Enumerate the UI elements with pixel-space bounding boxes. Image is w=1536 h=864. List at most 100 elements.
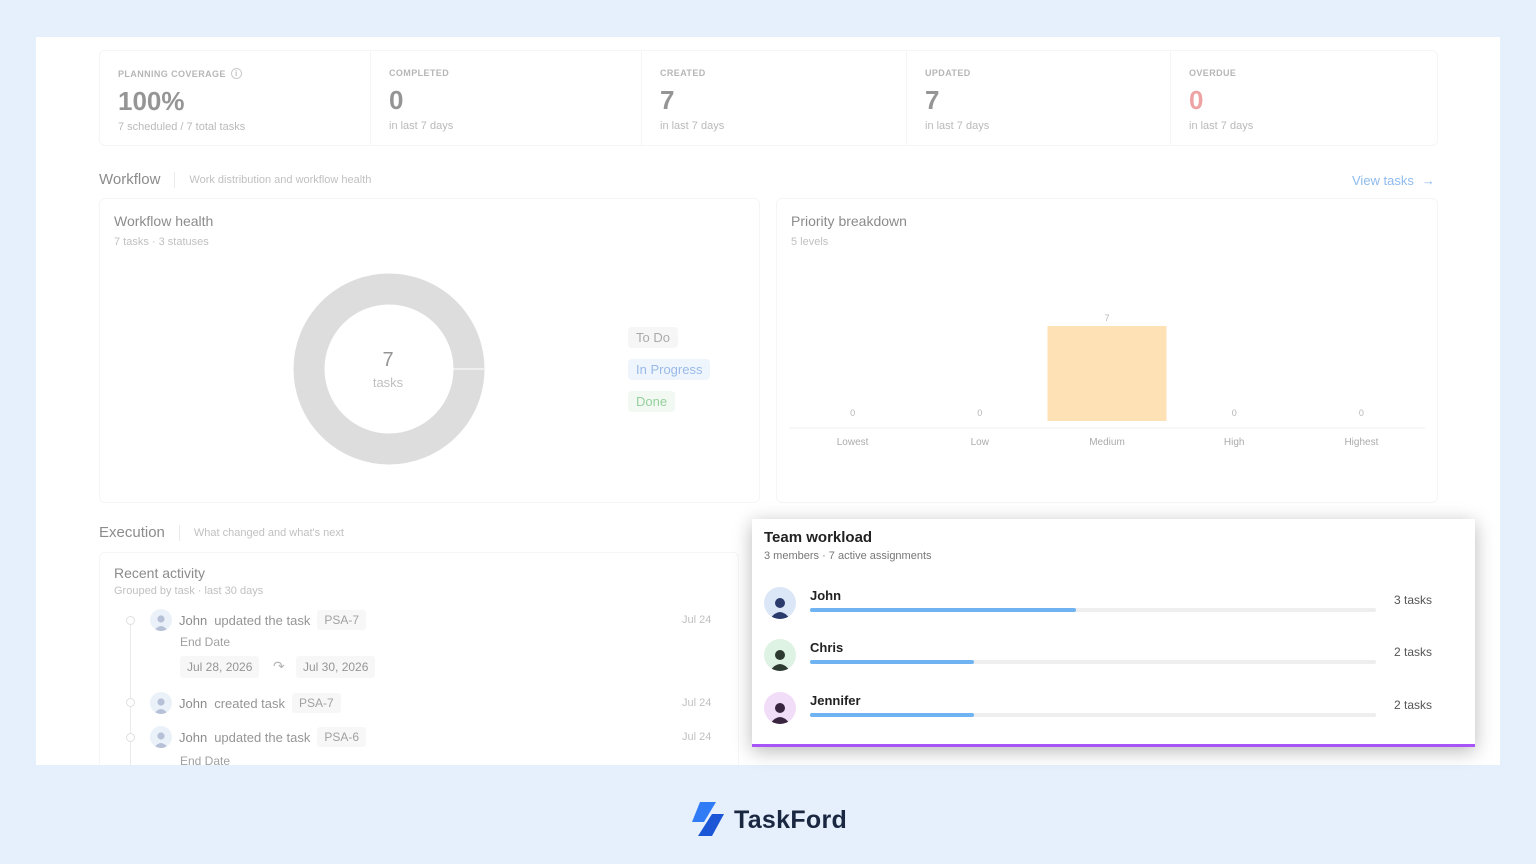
activity-action: updated the task bbox=[214, 729, 311, 745]
stat-label: PLANNING COVERAGE bbox=[118, 68, 226, 79]
stat-planning-coverage: PLANNING COVERAGE i 100% 7 scheduled / 7 … bbox=[100, 51, 371, 145]
activity-date: Jul 24 bbox=[682, 614, 712, 626]
activity-user: John bbox=[179, 612, 208, 628]
workload-bar-fill bbox=[810, 660, 975, 664]
section-desc: What changed and what's next bbox=[193, 526, 344, 539]
info-icon[interactable]: i bbox=[230, 68, 242, 79]
stat-created: CREATED 7 in last 7 days bbox=[642, 51, 907, 145]
stat-label: CREATED bbox=[660, 68, 706, 78]
priority-bar-chart: 0 Lowest 0 Low 7 Medium 0 High 0 Highest bbox=[789, 313, 1425, 448]
activity-action: created task bbox=[214, 695, 286, 711]
activity-field: End Date bbox=[180, 754, 231, 765]
bar-value-label: 0 bbox=[850, 408, 855, 418]
x-tick-label: Highest bbox=[1344, 437, 1378, 448]
task-tag[interactable]: PSA-7 bbox=[317, 610, 367, 630]
user-avatar-icon bbox=[150, 609, 172, 631]
execution-header: Execution What changed and what's next bbox=[99, 524, 344, 541]
legend-in-progress[interactable]: In Progress bbox=[628, 359, 711, 380]
user-avatar-icon bbox=[150, 726, 172, 748]
x-tick-label: Medium bbox=[1089, 437, 1125, 448]
member-task-count: 2 tasks bbox=[1393, 645, 1432, 659]
stat-sub: in last 7 days bbox=[1189, 120, 1254, 132]
activity-item[interactable]: John updated the task PSA-7 bbox=[150, 609, 367, 631]
taskford-logo-icon bbox=[692, 802, 724, 836]
bar-medium[interactable] bbox=[1047, 326, 1167, 421]
timeline-dot bbox=[126, 616, 135, 625]
task-tag[interactable]: PSA-6 bbox=[317, 727, 367, 747]
workflow-header: Workflow Work distribution and workflow … bbox=[99, 171, 371, 188]
donut-center-label: tasks bbox=[372, 375, 404, 390]
activity-date: Jul 24 bbox=[682, 731, 712, 743]
bar-value-label: 0 bbox=[977, 408, 982, 418]
bar-value-label: 0 bbox=[1232, 408, 1237, 418]
stat-value: 100% bbox=[118, 86, 185, 116]
divider bbox=[174, 171, 176, 188]
activity-item[interactable]: John updated the task PSA-6 bbox=[150, 726, 367, 748]
card-title: Team workload bbox=[764, 529, 873, 546]
member-row-chris[interactable]: Chris 2 tasks bbox=[764, 636, 1444, 676]
workload-bar-fill bbox=[810, 713, 975, 717]
member-row-john[interactable]: John 3 tasks bbox=[764, 584, 1444, 624]
x-tick-label: High bbox=[1224, 437, 1245, 448]
workload-bar-track bbox=[810, 608, 1376, 612]
view-tasks-label: View tasks bbox=[1352, 173, 1414, 188]
section-title: Execution bbox=[99, 524, 165, 541]
activity-field: End Date bbox=[180, 635, 231, 649]
date-to-tag: Jul 30, 2026 bbox=[296, 656, 376, 678]
section-title: Workflow bbox=[99, 171, 161, 188]
x-tick-label: Low bbox=[971, 437, 990, 448]
brand-name: TaskFord bbox=[734, 805, 848, 834]
stat-completed: COMPLETED 0 in last 7 days bbox=[371, 51, 642, 145]
user-avatar-icon bbox=[150, 692, 172, 714]
member-row-jennifer[interactable]: Jennifer 2 tasks bbox=[764, 689, 1444, 729]
brand-logo: TaskFord bbox=[690, 800, 847, 840]
card-title: Priority breakdown bbox=[791, 213, 907, 229]
divider bbox=[178, 524, 180, 541]
stat-label: OVERDUE bbox=[1189, 68, 1237, 78]
date-from-tag: Jul 28, 2026 bbox=[180, 656, 260, 678]
stat-sub: in last 7 days bbox=[660, 120, 725, 132]
task-tag[interactable]: PSA-7 bbox=[292, 693, 341, 713]
stat-sub: 7 scheduled / 7 total tasks bbox=[118, 121, 246, 133]
member-name: Jennifer bbox=[810, 693, 861, 708]
x-tick-label: Lowest bbox=[837, 437, 869, 448]
user-avatar-icon bbox=[764, 587, 796, 619]
activity-item[interactable]: John created task PSA-7 bbox=[150, 692, 341, 714]
workload-bar-fill bbox=[810, 608, 1077, 612]
activity-user: John bbox=[179, 695, 208, 711]
stat-value: 7 bbox=[925, 85, 940, 115]
legend-done[interactable]: Done bbox=[628, 391, 676, 412]
stat-label: UPDATED bbox=[925, 68, 971, 78]
card-sub: 3 members · 7 active assignments bbox=[764, 550, 932, 562]
team-workload-card: Team workload 3 members · 7 active assig… bbox=[752, 519, 1475, 747]
member-task-count: 3 tasks bbox=[1393, 593, 1432, 607]
bar-value-label: 0 bbox=[1359, 408, 1364, 418]
bar-value-label: 7 bbox=[1104, 313, 1109, 323]
stats-row: PLANNING COVERAGE i 100% 7 scheduled / 7 … bbox=[99, 50, 1438, 146]
user-avatar-icon bbox=[764, 692, 796, 724]
section-desc: Work distribution and workflow health bbox=[189, 173, 372, 186]
user-avatar-icon bbox=[764, 639, 796, 671]
stat-value: 0 bbox=[389, 85, 404, 115]
stat-sub: in last 7 days bbox=[925, 120, 990, 132]
legend-todo[interactable]: To Do bbox=[628, 327, 678, 348]
workflow-health-card: Workflow health 7 tasks · 3 statuses 7 t… bbox=[99, 198, 760, 503]
card-title: Recent activity bbox=[114, 565, 206, 581]
status-legend: To Do In Progress Done bbox=[628, 327, 711, 423]
donut-center-value: 7 bbox=[382, 349, 394, 371]
timeline-line bbox=[130, 620, 131, 765]
card-sub: 5 levels bbox=[791, 236, 829, 248]
stat-sub: in last 7 days bbox=[389, 120, 454, 132]
timeline-dot bbox=[126, 698, 135, 707]
recent-activity-card: Recent activity Grouped by task · last 3… bbox=[99, 552, 739, 765]
view-tasks-link[interactable]: View tasks → bbox=[1352, 173, 1435, 188]
card-sub: 7 tasks · 3 statuses bbox=[114, 236, 209, 248]
donut-chart bbox=[293, 273, 485, 465]
priority-breakdown-card: Priority breakdown 5 levels 0 Lowest 0 Low 7… bbox=[776, 198, 1438, 503]
card-title: Workflow health bbox=[114, 213, 214, 229]
member-name: Chris bbox=[810, 640, 844, 655]
arrow-right-icon: → bbox=[1421, 173, 1435, 188]
change-arrow-icon: ↷ bbox=[273, 658, 285, 674]
activity-action: updated the task bbox=[214, 612, 311, 628]
member-task-count: 2 tasks bbox=[1393, 698, 1432, 712]
